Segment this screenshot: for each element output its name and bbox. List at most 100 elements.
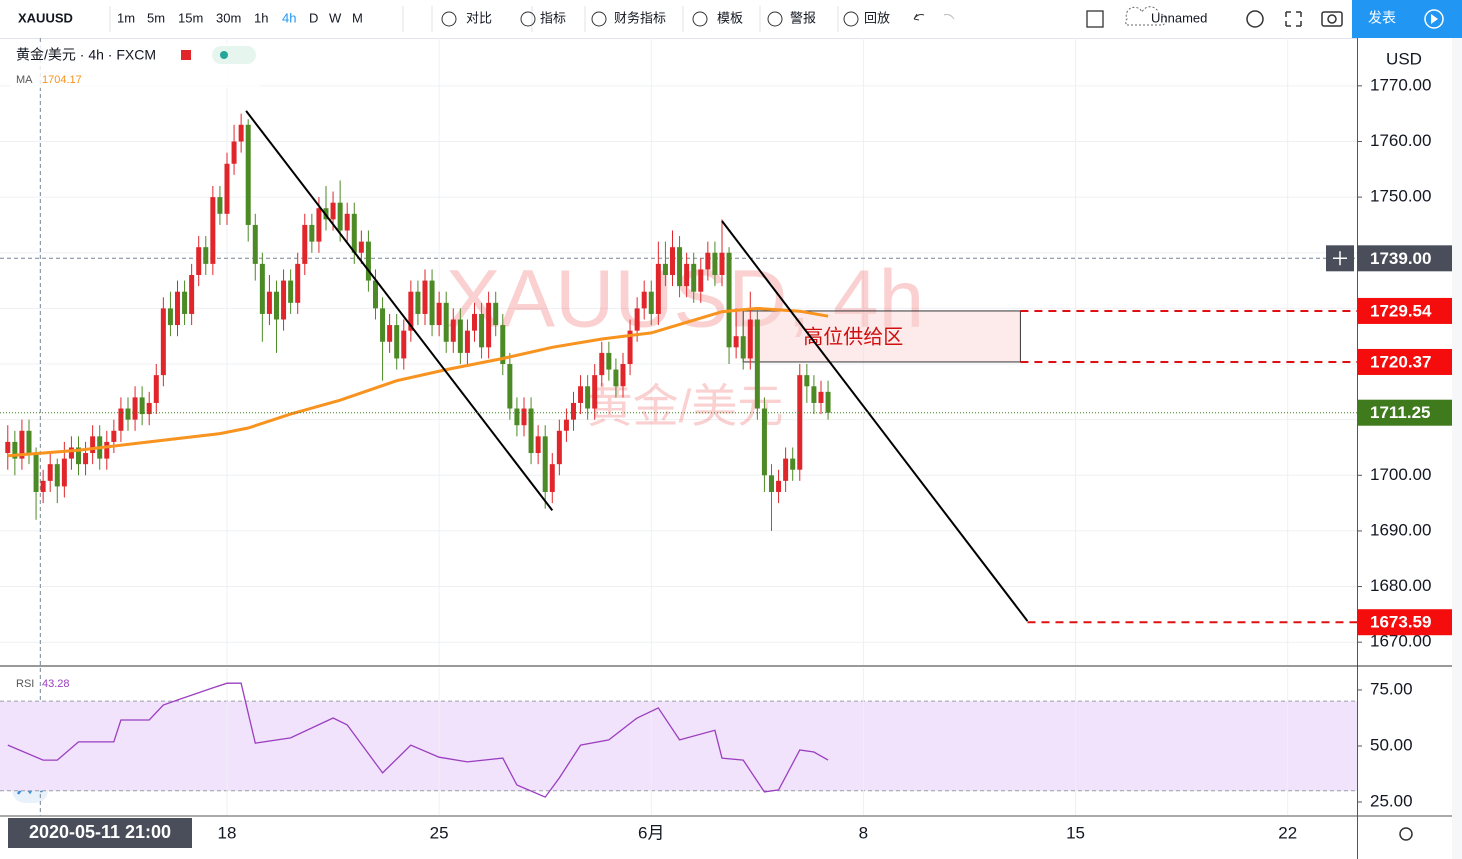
candle-body <box>563 419 569 431</box>
layout-name[interactable]: Unnamed <box>1151 10 1207 25</box>
y-tick-label: 1700.00 <box>1370 465 1431 484</box>
x-tick-label: 8 <box>859 823 868 842</box>
candle-body <box>740 336 746 359</box>
settings-icon[interactable] <box>1246 10 1264 28</box>
candle-body <box>104 441 110 459</box>
candle-body <box>648 291 654 314</box>
candle-body <box>662 263 668 276</box>
candle-body <box>174 291 180 326</box>
candle-body <box>90 436 96 454</box>
tool-button[interactable]: 回放 <box>864 10 890 25</box>
candle-body <box>302 224 308 264</box>
candle-body <box>507 364 513 409</box>
trend-line <box>245 110 554 511</box>
tool-icon <box>767 11 783 27</box>
candle-body <box>189 275 195 314</box>
play-icon <box>1431 14 1438 24</box>
candle-body <box>486 302 492 348</box>
candle-body <box>408 291 414 331</box>
interval-button[interactable]: 4h <box>282 10 296 25</box>
status-dot <box>220 51 228 59</box>
flag-icon[interactable] <box>181 50 191 60</box>
supply-zone-label: 高位供给区 <box>803 326 903 349</box>
interval-button[interactable]: 1m <box>117 10 135 25</box>
interval-button[interactable]: 5m <box>147 10 165 25</box>
x-tick-label: 6月 <box>638 823 664 842</box>
interval-button[interactable]: D <box>309 10 318 25</box>
candle-body <box>196 247 202 276</box>
right-sidebar <box>1452 38 1462 859</box>
candle-body <box>514 408 520 426</box>
candle-body <box>606 352 612 370</box>
candle-body <box>224 163 230 214</box>
rsi-legend: RSI <box>16 678 34 690</box>
candle-body <box>684 263 690 287</box>
price-axis <box>1357 38 1452 818</box>
interval-button[interactable]: 15m <box>178 10 203 25</box>
tool-icon <box>441 11 457 27</box>
candle-body <box>599 352 605 376</box>
interval-button[interactable]: 30m <box>216 10 241 25</box>
candle-body <box>429 280 435 326</box>
candle-body <box>542 436 548 492</box>
undo-icon[interactable] <box>913 13 925 21</box>
interval-button[interactable]: M <box>352 10 363 25</box>
publish-label[interactable]: 发表 <box>1368 10 1396 26</box>
interval-button[interactable]: 1h <box>254 10 268 25</box>
candle-body <box>231 141 237 164</box>
price-tag <box>1357 348 1452 375</box>
candle-body <box>210 197 216 264</box>
axis-settings-icon[interactable] <box>1399 827 1413 841</box>
candle-body <box>415 291 421 314</box>
camera-icon[interactable] <box>1321 11 1343 27</box>
candle-body <box>811 386 817 403</box>
symbol[interactable]: XAUUSD <box>18 10 73 25</box>
tool-button[interactable]: 模板 <box>717 10 743 25</box>
ma-legend-value: 1704.17 <box>42 74 82 86</box>
tool-button[interactable]: 财务指标 <box>614 10 666 25</box>
tool-icon <box>692 11 708 27</box>
candle-body <box>471 313 477 331</box>
candle-body <box>790 458 796 470</box>
candle-body <box>146 402 152 415</box>
interval-button[interactable]: W <box>329 10 342 25</box>
y-tick-label: 25.00 <box>1370 791 1413 810</box>
redo-icon[interactable] <box>943 14 955 20</box>
x-tick-label: 18 <box>218 823 237 842</box>
candle-body <box>372 280 378 309</box>
tool-button[interactable]: 指标 <box>540 10 566 25</box>
moving-average <box>7 306 829 458</box>
candle-body <box>330 202 336 220</box>
candle-body <box>337 202 343 231</box>
checkbox-icon[interactable] <box>1086 10 1104 28</box>
tool-icon <box>520 11 536 27</box>
add-icon <box>1333 251 1347 266</box>
publish-button[interactable] <box>1352 0 1412 38</box>
tool-button[interactable]: 对比 <box>466 10 492 25</box>
candle-body <box>387 325 393 342</box>
candle-body <box>281 280 287 320</box>
candle-body <box>182 291 188 314</box>
fullscreen-icon[interactable] <box>1285 11 1302 27</box>
rsi-band <box>0 701 1357 791</box>
y-tick-label: 50.00 <box>1370 735 1413 754</box>
y-tick-label: 1670.00 <box>1370 632 1431 651</box>
candle-body <box>68 447 74 459</box>
candle-body <box>592 375 598 409</box>
candle-body <box>380 308 386 342</box>
price-tag-label: 1711.25 <box>1370 403 1431 422</box>
candle-body <box>443 302 449 342</box>
crosshair-price-tag <box>1357 245 1452 272</box>
candle-body <box>5 441 11 454</box>
candle-body <box>47 464 53 481</box>
tool-button[interactable]: 警报 <box>790 10 816 25</box>
x-tick-label: 22 <box>1278 823 1297 842</box>
y-tick-label: 1690.00 <box>1370 520 1431 539</box>
candle-body <box>33 453 39 492</box>
candle-body <box>365 241 371 281</box>
candle-body <box>747 319 753 359</box>
trend-line <box>721 220 1029 622</box>
candle-body <box>252 224 258 264</box>
candle-body <box>535 436 541 454</box>
candle-body <box>719 252 725 276</box>
